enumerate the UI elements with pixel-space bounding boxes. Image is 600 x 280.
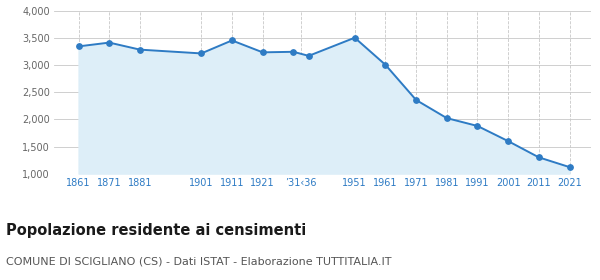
Point [135,47,145,52]
Point [473,124,482,128]
Point [227,38,237,43]
Point [442,116,452,120]
Point [534,155,544,160]
Point [196,51,206,56]
Point [350,36,359,40]
Point [74,44,83,49]
Point [503,139,513,143]
Point [104,40,114,45]
Point [258,50,268,55]
Point [304,54,313,58]
Point [380,62,390,67]
Point [289,50,298,54]
Point [411,98,421,102]
Text: COMUNE DI SCIGLIANO (CS) - Dati ISTAT - Elaborazione TUTTITALIA.IT: COMUNE DI SCIGLIANO (CS) - Dati ISTAT - … [6,256,392,266]
Text: Popolazione residente ai censimenti: Popolazione residente ai censimenti [6,223,306,238]
Point [565,165,574,169]
